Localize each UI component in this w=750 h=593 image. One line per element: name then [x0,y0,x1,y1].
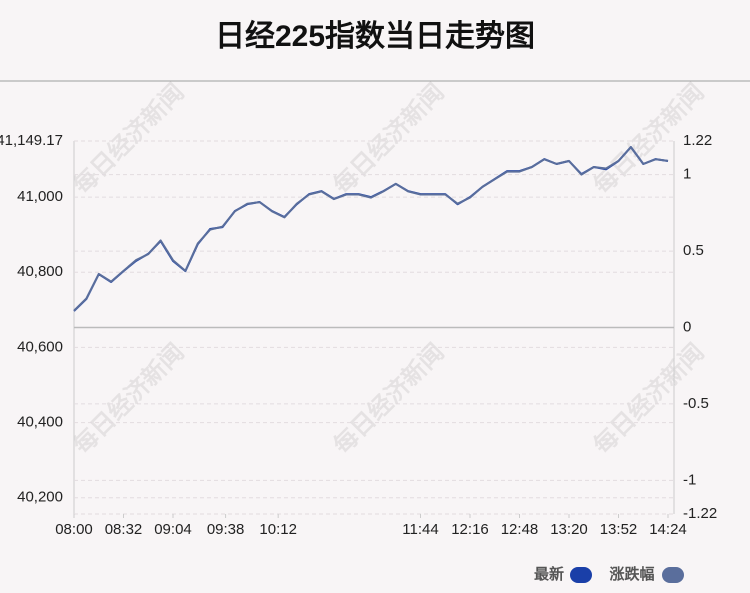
x-tick-label: 11:44 [402,521,438,538]
y-tick-label: 40,600 [17,338,63,355]
x-tick-label: 10:12 [259,521,297,538]
x-tick-label: 13:52 [600,521,638,538]
y2-tick-label: 1.22 [683,132,712,149]
y-tick-label: 40,400 [17,414,63,431]
y2-tick-label: 0.5 [683,242,704,259]
watermark: 每日经济新闻 [68,338,190,460]
legend-label: 涨跌幅 [609,565,654,583]
chart-title: 日经225指数当日走势图 [215,19,535,53]
watermark: 每日经济新闻 [328,338,450,460]
y2-tick-label: -1.22 [683,505,717,522]
y-tick-label: 41,000 [17,188,63,205]
x-tick-label: 12:48 [501,521,539,538]
series-line [73,146,669,312]
y2-tick-label: 0 [683,318,691,335]
x-tick-label: 08:32 [105,521,143,538]
watermark: 每日经济新闻 [68,78,190,200]
x-tick-label: 13:20 [550,521,588,538]
y-tick-label: 40,200 [17,489,63,506]
x-tick-label: 09:38 [207,521,245,538]
x-tick-label: 08:00 [55,521,93,538]
x-tick-label: 09:04 [154,521,192,538]
watermark: 每日经济新闻 [328,78,450,200]
legend-swatch [570,567,592,583]
legend-swatch [662,567,684,583]
x-tick-label: 14:24 [649,521,687,538]
legend-label: 最新 [534,565,564,583]
y-tick-label: 41,149.17 [0,132,63,149]
y2-tick-label: -1 [683,471,696,488]
y2-tick-label: 1 [683,166,691,183]
y2-tick-label: -0.5 [683,395,709,412]
x-tick-label: 12:16 [451,521,489,538]
y-tick-label: 40,800 [17,263,63,280]
